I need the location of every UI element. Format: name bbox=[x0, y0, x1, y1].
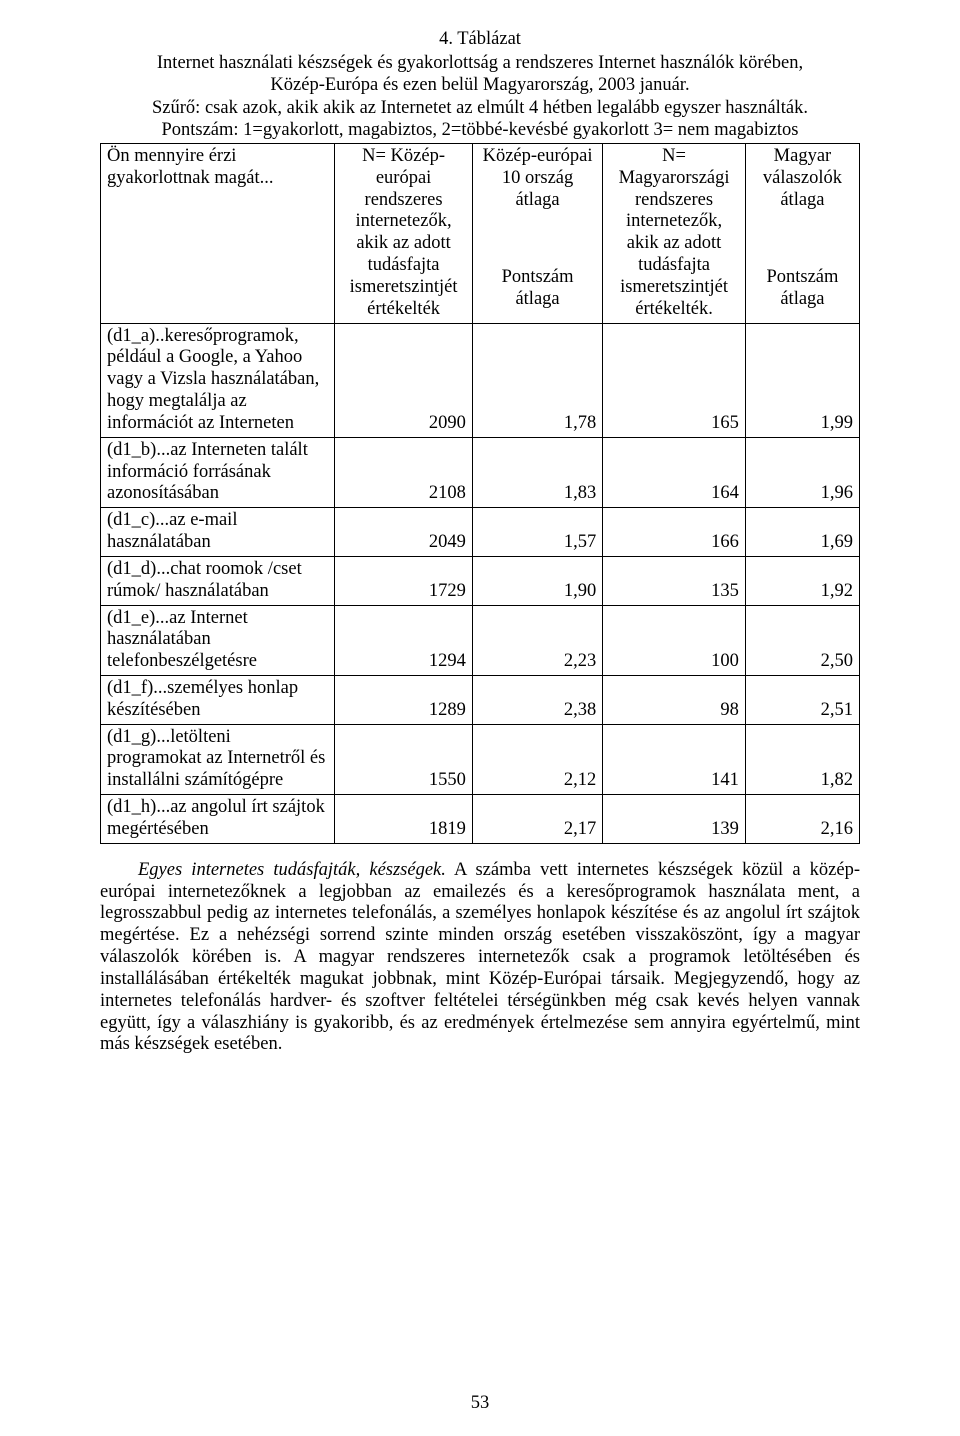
row-avg-ce: 2,12 bbox=[472, 724, 602, 794]
row-avg-ce: 1,78 bbox=[472, 323, 602, 437]
row-avg-ce: 1,57 bbox=[472, 508, 602, 557]
row-label: (d1_e)...az Internet használatában telef… bbox=[101, 605, 335, 675]
row-n-ce: 2108 bbox=[335, 437, 473, 507]
body-paragraph: Egyes internetes tudásfajták, készségek.… bbox=[100, 860, 860, 1056]
row-n-ce: 1289 bbox=[335, 675, 473, 724]
row-n-ce: 1729 bbox=[335, 556, 473, 605]
row-avg-hu: 1,92 bbox=[745, 556, 859, 605]
row-n-hu: 141 bbox=[603, 724, 746, 794]
page-number: 53 bbox=[100, 1392, 860, 1414]
row-n-ce: 1294 bbox=[335, 605, 473, 675]
row-n-ce: 1819 bbox=[335, 795, 473, 844]
row-n-hu: 139 bbox=[603, 795, 746, 844]
table-row: (d1_h)...az angolul írt szájtok megértés… bbox=[101, 795, 860, 844]
row-label: (d1_f)...személyes honlap készítésében bbox=[101, 675, 335, 724]
table-row: (d1_a)..keresőprogramok, például a Googl… bbox=[101, 323, 860, 437]
table-row: (d1_c)...az e-mail használatában 2049 1,… bbox=[101, 508, 860, 557]
row-avg-hu: 1,69 bbox=[745, 508, 859, 557]
row-avg-ce: 2,23 bbox=[472, 605, 602, 675]
row-label: (d1_c)...az e-mail használatában bbox=[101, 508, 335, 557]
row-label: (d1_a)..keresőprogramok, például a Googl… bbox=[101, 323, 335, 437]
header-avg-ce-a: Közép-európai 10 ország átlaga bbox=[479, 146, 596, 211]
page: 4. Táblázat Internet használati készsége… bbox=[0, 0, 960, 1436]
row-avg-ce: 1,90 bbox=[472, 556, 602, 605]
table-title-line-1: Internet használati készségek és gyakorl… bbox=[100, 52, 860, 74]
table-filter-note: Szűrő: csak azok, akik akik az Internete… bbox=[100, 97, 860, 119]
row-avg-hu: 1,96 bbox=[745, 437, 859, 507]
row-label: (d1_h)...az angolul írt szájtok megértés… bbox=[101, 795, 335, 844]
table-row: (d1_b)...az Interneten talált információ… bbox=[101, 437, 860, 507]
paragraph-rest: A számba vett internetes készségek közül… bbox=[100, 860, 860, 1055]
row-n-hu: 164 bbox=[603, 437, 746, 507]
row-avg-ce: 2,17 bbox=[472, 795, 602, 844]
table-row: (d1_g)...letölteni programokat az Intern… bbox=[101, 724, 860, 794]
row-avg-hu: 2,51 bbox=[745, 675, 859, 724]
row-n-hu: 98 bbox=[603, 675, 746, 724]
header-n-hu: N= Magyarországi rendszeres internetezők… bbox=[603, 143, 746, 323]
table-header-row: Ön mennyire érzi gyakorlottnak magát... … bbox=[101, 143, 860, 323]
row-avg-hu: 1,99 bbox=[745, 323, 859, 437]
header-question: Ön mennyire érzi gyakorlottnak magát... bbox=[107, 146, 328, 190]
row-avg-ce: 1,83 bbox=[472, 437, 602, 507]
row-n-ce: 2090 bbox=[335, 323, 473, 437]
table-row: (d1_e)...az Internet használatában telef… bbox=[101, 605, 860, 675]
row-label: (d1_d)...chat roomok /cset rúmok/ haszná… bbox=[101, 556, 335, 605]
paragraph-lead: Egyes internetes tudásfajták, készségek. bbox=[138, 860, 446, 880]
header-avg-hu-a: Magyar válaszolók átlaga bbox=[752, 146, 853, 211]
header-avg-ce-b: Pontszám átlaga bbox=[479, 267, 596, 311]
row-n-hu: 165 bbox=[603, 323, 746, 437]
row-n-hu: 166 bbox=[603, 508, 746, 557]
row-label: (d1_g)...letölteni programokat az Intern… bbox=[101, 724, 335, 794]
row-n-hu: 135 bbox=[603, 556, 746, 605]
table-caption: 4. Táblázat bbox=[100, 28, 860, 50]
row-avg-hu: 2,50 bbox=[745, 605, 859, 675]
table-title-line-2: Közép-Európa és ezen belül Magyarország,… bbox=[100, 74, 860, 96]
table-score-note: Pontszám: 1=gyakorlott, magabiztos, 2=tö… bbox=[100, 119, 860, 141]
row-n-ce: 1550 bbox=[335, 724, 473, 794]
row-n-ce: 2049 bbox=[335, 508, 473, 557]
skills-table: Ön mennyire érzi gyakorlottnak magát... … bbox=[100, 143, 860, 844]
header-n-ce: N= Közép-európai rendszeres internetezők… bbox=[335, 143, 473, 323]
header-avg-hu-b: Pontszám átlaga bbox=[752, 267, 853, 311]
row-label: (d1_b)...az Interneten talált információ… bbox=[101, 437, 335, 507]
table-row: (d1_d)...chat roomok /cset rúmok/ haszná… bbox=[101, 556, 860, 605]
row-avg-hu: 2,16 bbox=[745, 795, 859, 844]
row-avg-hu: 1,82 bbox=[745, 724, 859, 794]
row-avg-ce: 2,38 bbox=[472, 675, 602, 724]
row-n-hu: 100 bbox=[603, 605, 746, 675]
table-row: (d1_f)...személyes honlap készítésében 1… bbox=[101, 675, 860, 724]
